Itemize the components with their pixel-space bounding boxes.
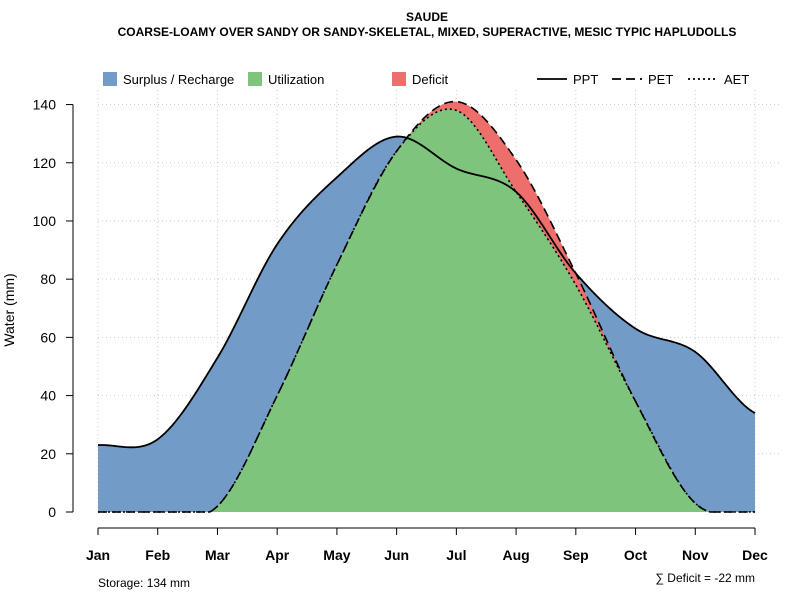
legend-swatch-0: [103, 72, 117, 86]
y-tick-label: 100: [33, 213, 57, 229]
deficit-note: ∑ Deficit = -22 mm: [655, 571, 755, 585]
x-tick-label: Jan: [86, 547, 110, 563]
legend-label: PET: [648, 72, 673, 87]
y-axis-label: Water (mm): [1, 273, 17, 346]
y-tick-label: 0: [48, 504, 56, 520]
y-tick-label: 40: [40, 388, 56, 404]
x-tick-label: Mar: [205, 547, 230, 563]
series-line-ppt: [97, 135, 756, 449]
legend-label: Deficit: [412, 72, 449, 87]
series-line-pet: [98, 100, 756, 513]
legend-swatch-2: [392, 72, 406, 86]
x-tick-label: Jul: [446, 547, 466, 563]
legend-label: AET: [724, 72, 749, 87]
y-tick-label: 20: [40, 446, 56, 462]
x-tick-label: May: [323, 547, 350, 563]
y-tick-label: 120: [33, 155, 57, 171]
legend-swatch-1: [248, 72, 262, 86]
x-tick-label: Aug: [502, 547, 529, 563]
y-tick-label: 60: [40, 329, 56, 345]
legend: Surplus / Recharge Utilization Deficit PPT P…: [103, 72, 749, 87]
x-tick-label: Feb: [145, 547, 170, 563]
x-tick-label: Apr: [265, 547, 290, 563]
series-line-aet: [98, 108, 756, 513]
x-tick-label: Nov: [682, 547, 709, 563]
area-fills: [98, 101, 755, 513]
x-tick-label: Oct: [624, 547, 648, 563]
series-lines: [97, 100, 756, 513]
legend-label: Utilization: [268, 72, 324, 87]
x-tick-label: Dec: [742, 547, 768, 563]
chart-subtitle: COARSE-LOAMY OVER SANDY OR SANDY-SKELETA…: [118, 25, 737, 39]
axes: 0 20 40 60 80 100 120 140 Jan Feb Mar Apr May Jun Jul A…: [33, 97, 768, 563]
y-tick-label: 80: [40, 271, 56, 287]
x-tick-label: Sep: [563, 547, 589, 563]
x-tick-label: Jun: [384, 547, 409, 563]
y-tick-label: 140: [33, 97, 57, 113]
utilization-area: [98, 109, 755, 513]
chart-title: SAUDE: [406, 10, 448, 24]
legend-label: Surplus / Recharge: [123, 72, 234, 87]
legend-label: PPT: [573, 72, 598, 87]
storage-note: Storage: 134 mm: [98, 576, 190, 590]
